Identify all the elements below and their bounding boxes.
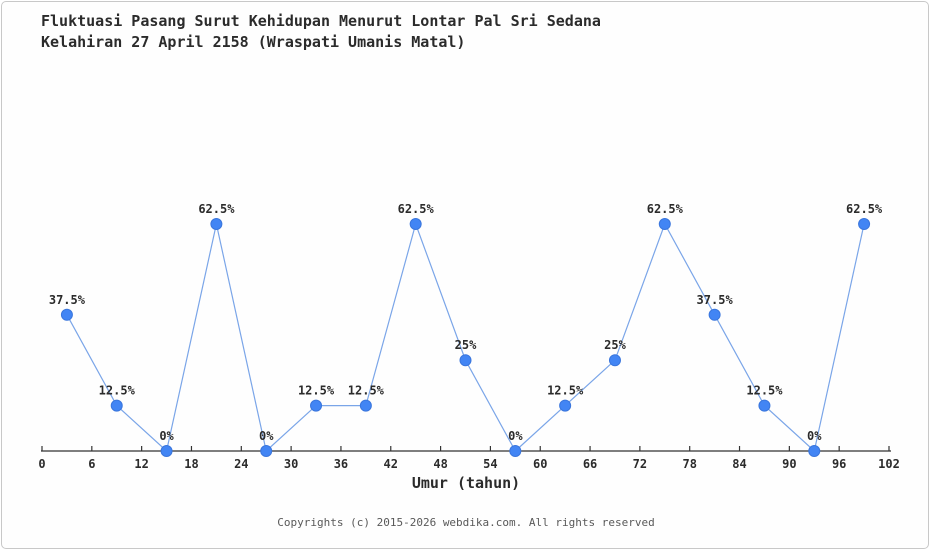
data-point-label: 62.5% (846, 202, 883, 216)
data-point-label: 0% (259, 429, 274, 443)
data-point-marker (110, 399, 123, 412)
copyright-text: Copyrights (c) 2015-2026 webdika.com. Al… (277, 516, 655, 529)
data-point-label: 12.5% (298, 384, 335, 398)
data-point-marker (160, 445, 173, 457)
x-tick-label: 6 (88, 457, 95, 471)
x-tick-label: 96 (832, 457, 846, 471)
data-point-label: 12.5% (746, 384, 783, 398)
x-tick-label: 72 (633, 457, 647, 471)
x-axis-label: Umur (tahun) (411, 474, 521, 492)
x-tick-label: 48 (433, 457, 447, 471)
data-point-marker (260, 445, 273, 457)
data-point-marker (858, 218, 871, 230)
data-point-marker (509, 445, 522, 457)
chart-title-line1: Fluktuasi Pasang Surut Kehidupan Menurut… (41, 12, 601, 30)
data-point-marker (310, 399, 323, 412)
data-point-label: 0% (508, 429, 523, 443)
x-tick-label: 42 (384, 457, 398, 471)
data-point-label: 25% (604, 338, 626, 352)
data-point-label: 62.5% (398, 202, 435, 216)
data-point-label: 37.5% (49, 293, 86, 307)
data-point-marker (559, 399, 572, 412)
data-point-marker (808, 445, 821, 457)
x-tick-label: 30 (284, 457, 298, 471)
data-point-marker (409, 218, 422, 230)
data-point-label: 62.5% (198, 202, 235, 216)
data-point-label: 62.5% (647, 202, 684, 216)
data-point-marker (608, 354, 621, 367)
x-tick-label: 60 (533, 457, 547, 471)
data-point-marker (359, 399, 372, 412)
x-tick-label: 84 (732, 457, 746, 471)
data-point-label: 12.5% (99, 384, 136, 398)
x-tick-label: 36 (334, 457, 348, 471)
data-point-marker (459, 354, 472, 367)
chart-title-line2: Kelahiran 27 April 2158 (Wraspati Umanis… (41, 33, 466, 51)
data-point-label: 0% (807, 429, 822, 443)
x-tick-label: 12 (134, 457, 148, 471)
data-point-marker (60, 308, 73, 321)
x-tick-label: 54 (483, 457, 497, 471)
data-point-marker (658, 218, 671, 230)
x-tick-label: 66 (583, 457, 597, 471)
data-point-marker (210, 218, 223, 230)
chart-title: Fluktuasi Pasang Surut Kehidupan Menurut… (41, 11, 601, 53)
data-point-label: 37.5% (697, 293, 734, 307)
data-point-label: 0% (159, 429, 174, 443)
x-tick-label: 78 (682, 457, 696, 471)
data-point-label: 25% (455, 338, 477, 352)
x-tick-label: 18 (184, 457, 198, 471)
data-point-label: 12.5% (547, 384, 584, 398)
data-point-label: 12.5% (348, 384, 385, 398)
data-point-marker (708, 308, 721, 321)
x-tick-label: 102 (878, 457, 900, 471)
x-tick-label: 0 (38, 457, 45, 471)
x-tick-label: 90 (782, 457, 796, 471)
x-tick-label: 24 (234, 457, 248, 471)
data-point-marker (758, 399, 771, 412)
